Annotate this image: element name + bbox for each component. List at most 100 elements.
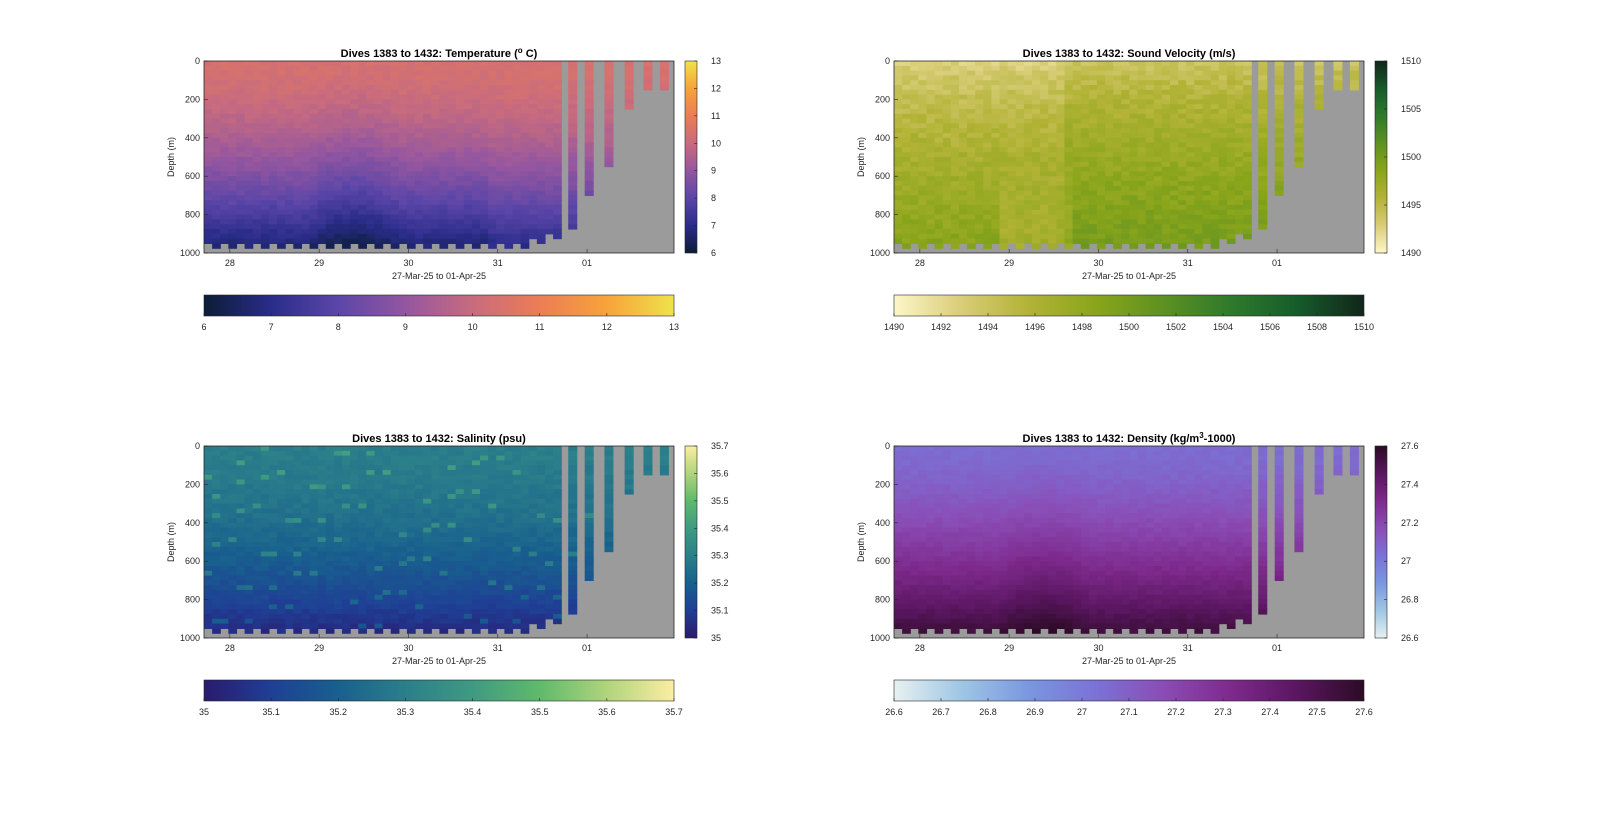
heatmap-cell	[423, 161, 432, 168]
heatmap-cell	[374, 176, 384, 182]
heatmap-cell	[520, 243, 530, 249]
heatmap-cell	[342, 585, 351, 591]
heatmap-cell	[1032, 219, 1041, 225]
heatmap-cell	[1023, 80, 1033, 86]
heatmap-cell	[983, 133, 993, 139]
heatmap-cell	[260, 551, 270, 557]
heatmap-cell	[1129, 133, 1139, 139]
heatmap-cell	[431, 609, 441, 615]
heatmap-cell	[1202, 137, 1212, 144]
heatmap-cell	[236, 465, 246, 471]
heatmap-cell	[390, 594, 400, 601]
heatmap-cell	[236, 599, 246, 605]
heatmap-cell	[1121, 233, 1131, 240]
heatmap-cell	[252, 181, 262, 187]
heatmap-cell	[228, 224, 238, 230]
heatmap-cell	[455, 561, 465, 567]
heatmap-cell	[439, 80, 449, 86]
heatmap-cell	[1113, 113, 1122, 120]
heatmap-cell	[220, 75, 229, 81]
heatmap-cell	[220, 219, 229, 225]
heatmap-cell	[406, 628, 416, 634]
heatmap-cell	[333, 190, 343, 196]
heatmap-cell	[1040, 200, 1049, 206]
heatmap-cell	[1129, 147, 1139, 153]
heatmap-cell	[967, 224, 976, 230]
heatmap-cell	[204, 133, 213, 139]
heatmap-cell	[1064, 166, 1074, 172]
heatmap-cell	[220, 614, 229, 620]
heatmap-cell	[1072, 166, 1082, 172]
heatmap-cell	[1088, 205, 1098, 211]
heatmap-cell	[268, 489, 278, 495]
heatmap-cell	[991, 85, 1001, 91]
heatmap-cell	[991, 123, 1001, 129]
heatmap-cell	[975, 161, 984, 168]
heatmap-cell	[967, 219, 976, 225]
heatmap-cell	[1178, 233, 1187, 240]
heatmap-cell	[382, 229, 392, 235]
heatmap-cell	[415, 142, 424, 148]
heatmap-cell	[910, 166, 919, 172]
heatmap-cell	[358, 513, 367, 519]
heatmap-cell	[958, 128, 968, 134]
heatmap-cell	[967, 166, 976, 172]
heatmap-cell	[423, 628, 432, 634]
heatmap-cell	[228, 542, 238, 548]
heatmap-cell	[398, 518, 408, 524]
heatmap-cell	[244, 479, 254, 485]
heatmap-cell	[1088, 190, 1098, 196]
heatmap-cell	[902, 85, 911, 91]
heatmap-cell	[1015, 214, 1025, 220]
heatmap-cell	[983, 171, 993, 177]
heatmap-cell	[301, 166, 311, 172]
heatmap-cell	[1137, 200, 1147, 206]
heatmap-cell	[1226, 65, 1236, 72]
heatmap-cell	[950, 89, 960, 96]
heatmap-cell	[268, 224, 278, 230]
heatmap-cell	[553, 190, 562, 196]
colorbar-horizontal-label: 13	[669, 322, 679, 332]
heatmap-cell	[1194, 99, 1204, 105]
heatmap-cell	[1202, 195, 1212, 201]
heatmap-cell	[342, 152, 351, 158]
heatmap-cell	[894, 118, 903, 124]
heatmap-cell	[480, 80, 489, 86]
heatmap-cell	[496, 171, 505, 177]
heatmap-cell	[926, 200, 936, 206]
heatmap-cell	[325, 542, 335, 548]
heatmap-cell	[1178, 61, 1187, 67]
heatmap-cell	[934, 128, 944, 134]
heatmap-cell	[301, 185, 311, 192]
heatmap-cell	[358, 118, 367, 124]
heatmap-cell	[1153, 109, 1163, 115]
late-dive-cell	[1349, 75, 1359, 81]
heatmap-cell	[1105, 166, 1114, 172]
heatmap-cell	[447, 137, 457, 144]
heatmap-cell	[528, 209, 538, 216]
heatmap-cell	[431, 508, 441, 514]
heatmap-cell	[1210, 99, 1220, 105]
heatmap-cell	[317, 494, 327, 500]
late-dive-cell	[624, 85, 634, 91]
heatmap-cell	[1153, 185, 1163, 192]
heatmap-cell	[544, 118, 554, 124]
heatmap-cell	[950, 75, 960, 81]
late-dive-cell	[1274, 181, 1284, 187]
heatmap-cell	[301, 527, 311, 533]
heatmap-cell	[1234, 123, 1244, 129]
heatmap-cell	[967, 214, 976, 220]
heatmap-cell	[480, 200, 489, 206]
heatmap-cell	[1194, 161, 1204, 168]
heatmap-cell	[512, 80, 522, 86]
heatmap-cell	[488, 161, 497, 168]
heatmap-cell	[1202, 128, 1212, 134]
heatmap-cell	[1194, 133, 1204, 139]
heatmap-cell	[1048, 166, 1057, 172]
heatmap-cell	[934, 233, 944, 240]
late-dive-cell	[1274, 157, 1284, 163]
heatmap-cell	[268, 104, 278, 110]
heatmap-cell	[1161, 243, 1171, 249]
heatmap-cell	[544, 80, 554, 86]
heatmap-cell	[1161, 85, 1171, 91]
